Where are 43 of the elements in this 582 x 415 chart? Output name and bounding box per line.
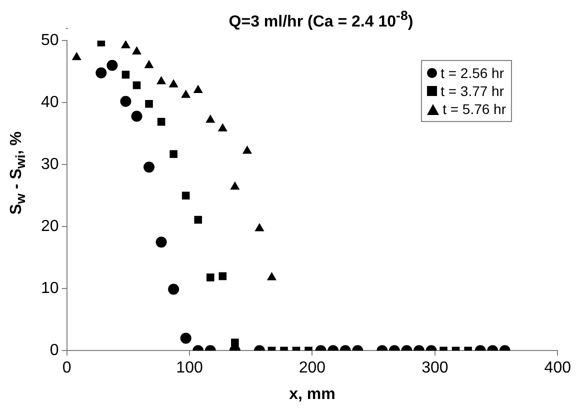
point: [132, 81, 141, 90]
y-tick-label: 30: [41, 156, 59, 174]
point: [96, 67, 107, 78]
y-tick-label: 20: [41, 218, 59, 236]
point: [120, 40, 130, 48]
point: [193, 84, 203, 93]
point: [72, 52, 82, 60]
point: [181, 90, 191, 98]
point: [168, 79, 178, 88]
point: [242, 145, 252, 154]
point: [106, 60, 118, 71]
y-tick-label: 50: [41, 32, 59, 50]
x-tick-label: 400: [544, 360, 572, 377]
point: [230, 181, 240, 190]
point: [266, 272, 276, 280]
y-tick-label: 10: [41, 280, 59, 298]
x-tick-label: 0: [62, 360, 72, 377]
point: [144, 60, 154, 68]
point: [206, 114, 216, 123]
point: [97, 40, 106, 46]
y-tick-label: 0: [50, 342, 59, 360]
x-tick-label: 200: [298, 360, 326, 377]
chart-title: Q=3 ml/hr (Ca = 2.4 10$^{-8}$): [228, 8, 414, 32]
x-axis-title: x, mm: [289, 386, 336, 403]
point: [131, 110, 142, 122]
legend-label: t = 3.77 hr: [440, 82, 504, 100]
point: [182, 192, 190, 200]
x-tick-label: 300: [422, 360, 448, 377]
x-tick-label: 100: [176, 360, 203, 377]
point: [157, 118, 166, 126]
point: [144, 162, 155, 173]
point: [170, 150, 178, 158]
point: [218, 123, 228, 132]
point: [254, 222, 264, 232]
y-tick-label: 40: [41, 94, 59, 112]
legend-label: t = 5.76 hr: [442, 100, 506, 118]
point: [132, 46, 142, 55]
point: [156, 76, 166, 84]
point: [145, 100, 153, 108]
point: [120, 96, 132, 107]
point: [122, 70, 130, 79]
legend-label: t = 2.56 hr: [440, 64, 504, 82]
point: [194, 216, 202, 224]
